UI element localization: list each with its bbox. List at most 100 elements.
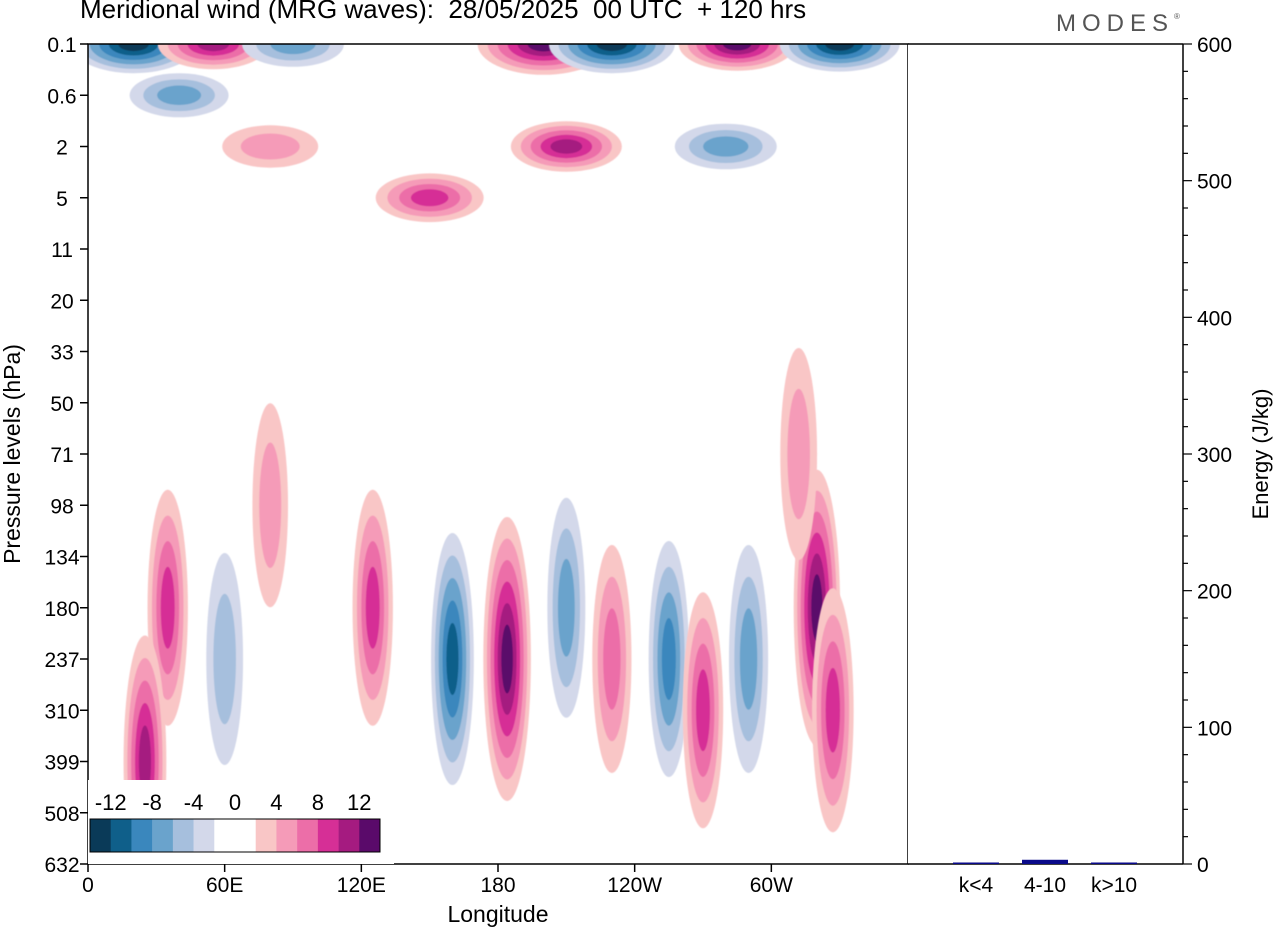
colorbar-frame — [89, 818, 381, 853]
colorbar-swatch — [276, 819, 298, 852]
y-tick-label: 5 — [56, 188, 68, 211]
contour-band — [118, 44, 149, 52]
heatmap-layer — [88, 44, 900, 864]
heat-feature — [242, 44, 344, 67]
colorbar: -12 -8 -4 0 4 8 12 — [88, 780, 394, 864]
colorbar-swatch — [193, 819, 215, 852]
colorbar-swatch — [338, 819, 360, 852]
energy-bar — [1022, 859, 1068, 864]
y-tick-label: 237 — [44, 649, 79, 672]
heat-feature — [147, 489, 188, 726]
energy-tick-label: 100 — [1197, 717, 1232, 740]
heat-feature — [510, 121, 622, 172]
y-tick-label: 310 — [44, 700, 79, 723]
energy-axis-label: Energy (J/kg) — [1248, 389, 1273, 520]
heat-feature — [157, 44, 269, 70]
brand-name: MODES — [1056, 10, 1175, 37]
energy-bg — [908, 44, 1183, 864]
x-tick-label: 120W — [607, 874, 662, 897]
colorbar-swatch — [214, 819, 236, 852]
energy-bar — [953, 862, 999, 864]
energy-category-label: k<4 — [959, 874, 994, 897]
y-tick-label: 508 — [44, 803, 79, 826]
contour-band — [501, 624, 513, 694]
colorbar-label: -4 — [184, 790, 204, 815]
y-tick-label: 0.1 — [47, 34, 76, 57]
heat-feature — [206, 553, 244, 765]
energy-category-label: 4-10 — [1024, 874, 1066, 897]
colorbar-swatch — [172, 819, 194, 852]
colorbar-swatch — [255, 819, 277, 852]
contour-band — [661, 618, 676, 700]
colorbar-label: 0 — [229, 790, 241, 815]
contour-band — [703, 136, 749, 157]
x-tick-label: 120E — [337, 874, 386, 897]
colorbar-label: 12 — [347, 790, 371, 815]
contour-band — [240, 133, 300, 160]
heat-feature — [780, 348, 818, 560]
colorbar-swatch — [317, 819, 339, 852]
heat-feature — [548, 44, 675, 74]
contour-band — [160, 566, 175, 649]
contour-band — [270, 44, 316, 55]
x-tick-label: 0 — [82, 874, 94, 897]
contour-band — [213, 593, 236, 725]
heat-feature — [375, 173, 484, 223]
heat-feature — [648, 541, 690, 777]
y-tick-label: 98 — [50, 495, 73, 518]
contour-band — [739, 608, 758, 710]
colorbar-label: -8 — [142, 790, 162, 815]
y-axis-label: Pressure levels (hPa) — [0, 344, 25, 564]
y-tick-label: 2 — [56, 137, 68, 160]
heat-feature — [592, 545, 632, 773]
contour-band — [157, 85, 202, 106]
contour-band — [365, 566, 380, 649]
heat-feature — [678, 44, 796, 71]
y-tick-label: 180 — [44, 598, 79, 621]
contour-band — [259, 442, 282, 569]
y-tick-label: 0.6 — [47, 85, 76, 108]
y-tick-label: 11 — [51, 239, 73, 262]
contour-band — [446, 623, 459, 695]
contour-band — [596, 44, 628, 52]
contour-band — [787, 388, 810, 520]
colorbar-label: 4 — [270, 790, 282, 815]
energy-tick-label: 200 — [1197, 581, 1232, 604]
energy-panel: 0 100 200 300 400 500 600 Energy (J/kg) k<4 4-10 k… — [908, 34, 1273, 897]
heat-feature — [674, 123, 777, 170]
contour-band — [550, 139, 583, 154]
colorbar-swatch — [110, 819, 132, 852]
contour-band — [825, 44, 855, 51]
contour-band — [825, 667, 841, 753]
colorbar-swatch — [90, 819, 112, 852]
heat-feature — [483, 517, 531, 801]
chart-title: Meridional wind (MRG waves): 28/05/2025 … — [80, 0, 807, 24]
heat-feature — [812, 588, 854, 833]
energy-tick-label: 0 — [1197, 854, 1209, 877]
heat-feature — [252, 403, 289, 608]
heat-feature — [129, 73, 229, 118]
x-axis-label: Longitude — [447, 901, 548, 927]
energy-tick-label: 500 — [1197, 171, 1232, 194]
heat-feature — [728, 545, 769, 773]
x-tick-label: 60E — [206, 874, 243, 897]
energy-category-label: k>10 — [1091, 874, 1137, 897]
contour-band — [138, 725, 152, 798]
heat-feature — [352, 489, 393, 726]
colorbar-swatch — [152, 819, 174, 852]
y-tick-label: 33 — [50, 342, 73, 365]
brand-mark: ® — [1174, 12, 1180, 21]
x-tick-label: 180 — [480, 874, 515, 897]
y-tick-label: 50 — [50, 393, 73, 416]
x-tick-label: 60W — [750, 874, 793, 897]
contour-band — [696, 669, 710, 752]
y-tick-label: 399 — [44, 752, 79, 775]
colorbar-swatch — [297, 819, 319, 852]
contour-band — [197, 44, 230, 52]
contour-band — [410, 189, 449, 207]
y-tick-label: 134 — [44, 547, 79, 570]
energy-tick-label: 400 — [1197, 307, 1232, 330]
energy-tick-label: 300 — [1197, 444, 1232, 467]
heat-feature — [682, 592, 724, 829]
